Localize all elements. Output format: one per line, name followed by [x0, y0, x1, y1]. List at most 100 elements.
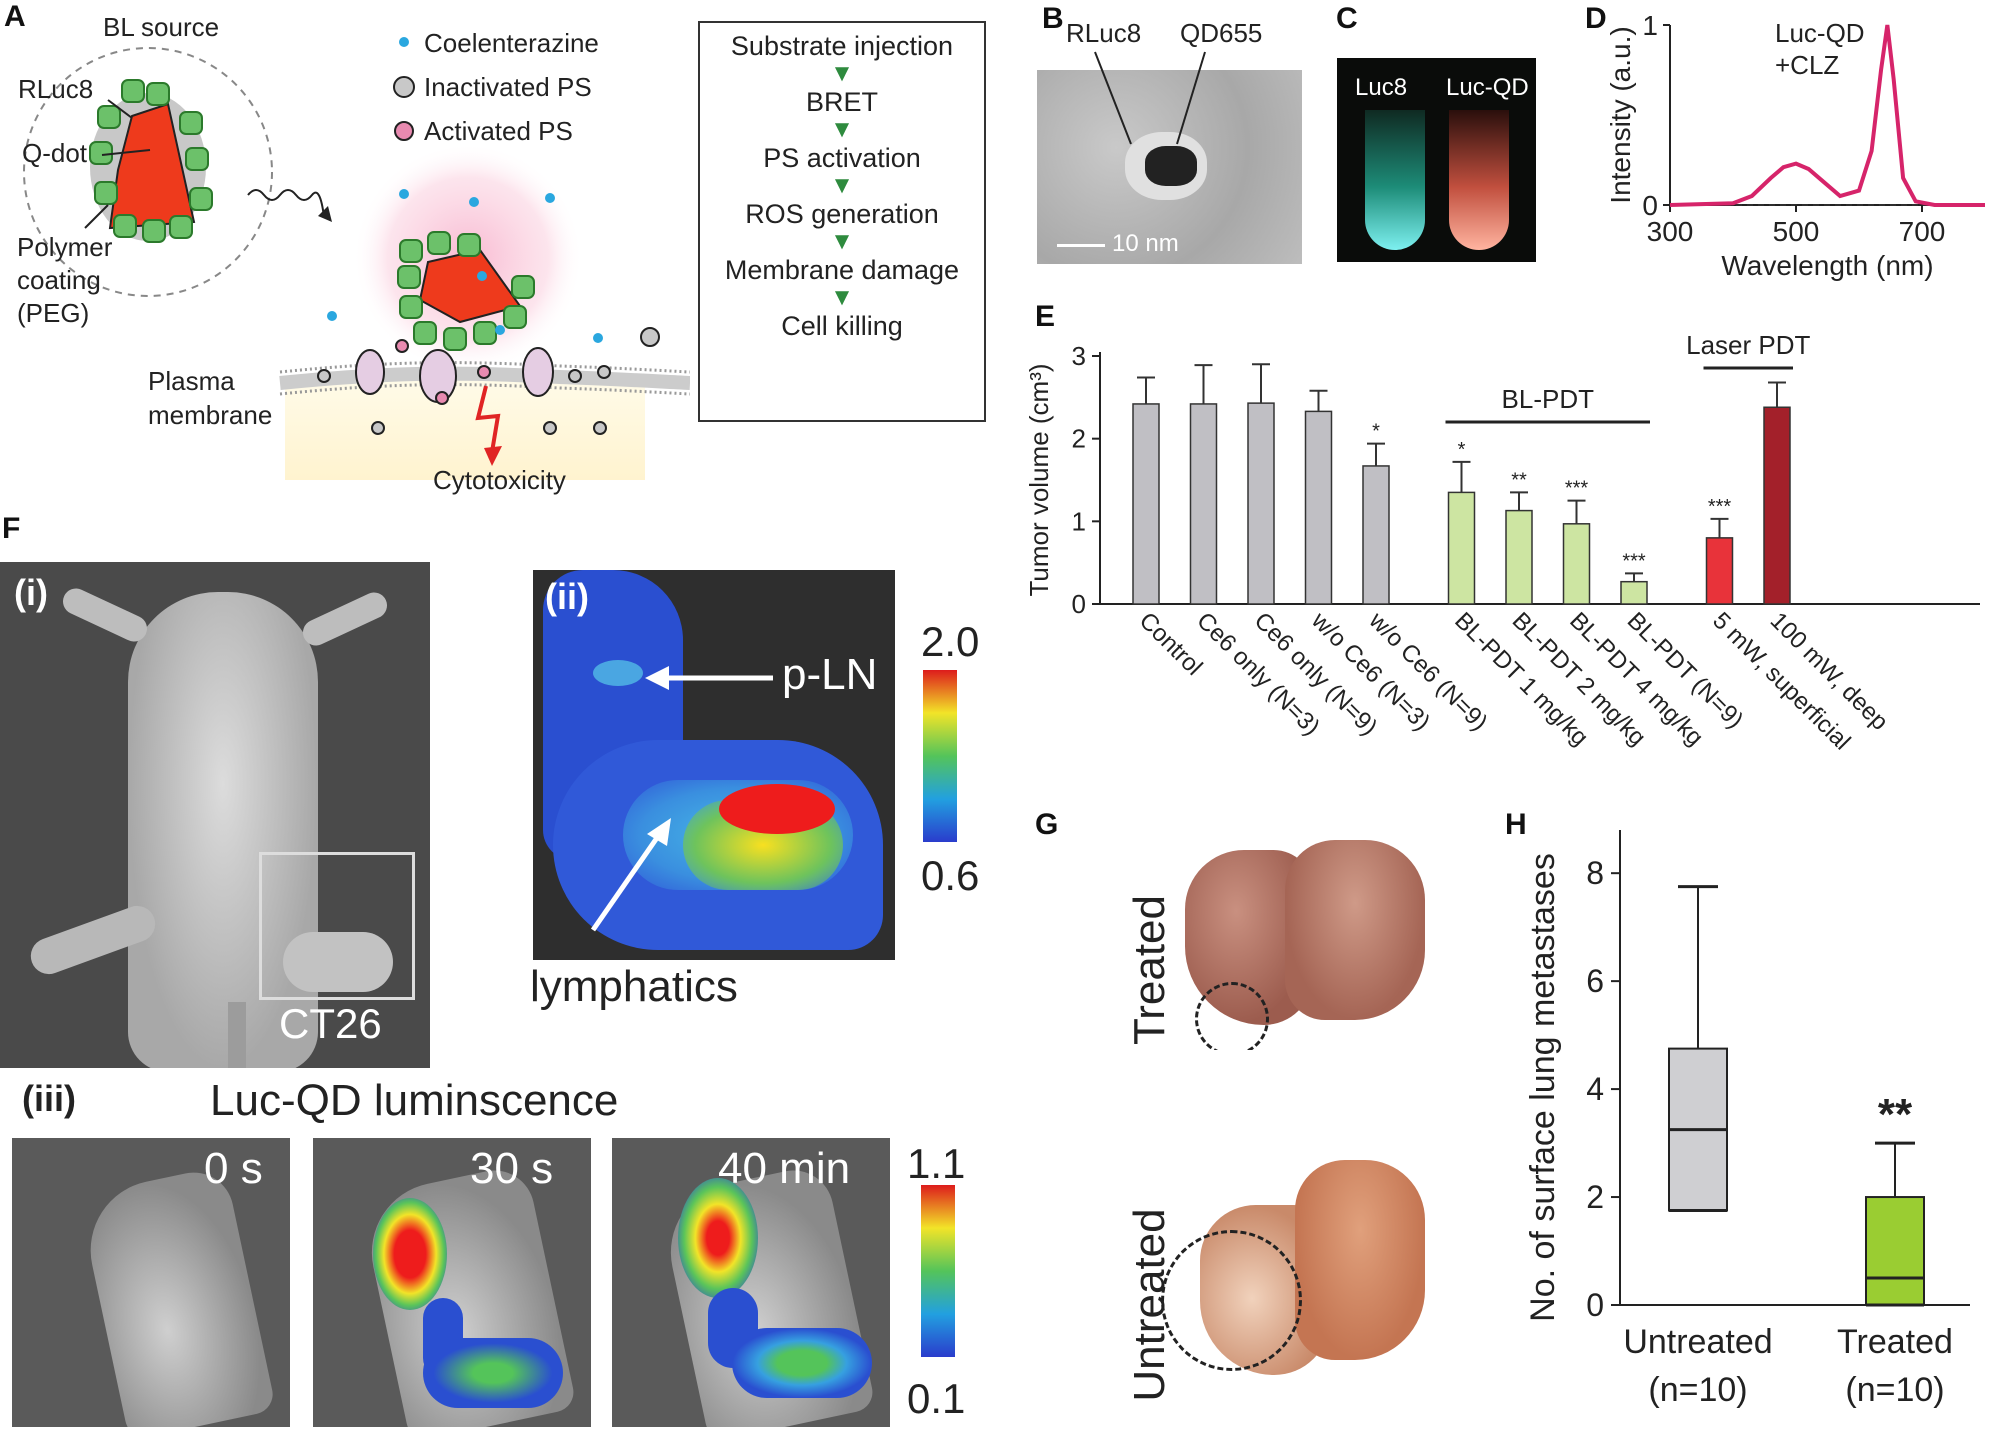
legend-activated-ps: Activated PS [424, 116, 573, 146]
y-tick-label: 3 [1072, 341, 1086, 371]
panel-letter-h: H [1505, 808, 1527, 841]
y-tick-label: 0 [1586, 1287, 1604, 1323]
category-label: Control [1134, 607, 1208, 681]
y-tick-label: 1 [1642, 10, 1658, 41]
panel-letter-b: B [1042, 2, 1064, 35]
y-axis-label: No. of surface lung metastases [1524, 853, 1562, 1322]
flow-step-2: BRET [805, 87, 878, 117]
qd-core [1145, 146, 1197, 186]
bar [1362, 465, 1390, 605]
y-tick-label: 0 [1642, 190, 1658, 221]
spectrum-series-line [1669, 24, 1985, 207]
y-axis-label: Intensity (a.u.) [1605, 26, 1636, 203]
group-label: Laser PDT [1686, 330, 1810, 360]
flow-step-6: Cell killing [781, 311, 903, 341]
lung-treated-photo [1165, 830, 1435, 1050]
y-axis-label: Tumor volume (cm³) [1024, 363, 1054, 596]
rluc8-cluster [89, 79, 213, 243]
x-tick-label: 700 [1899, 216, 1946, 247]
bar [1505, 509, 1533, 605]
lung-untreated-photo [1155, 1150, 1440, 1400]
mouse-photo [0, 562, 430, 1068]
wavy-arrow [247, 189, 325, 218]
significance-label: * [1458, 439, 1466, 461]
spectrum-chart: 300 500 700 0 1 Wavelength (nm) Intensity (a.u… [1605, 10, 1985, 281]
significance-label: ** [1878, 1090, 1913, 1139]
colorbar-ii [923, 670, 957, 842]
bar [1247, 402, 1275, 605]
flow-arrow-icon: ▼ [830, 284, 854, 311]
significance-label: * [1372, 421, 1380, 443]
q-dot-label: Q-dot [22, 138, 88, 168]
colorbar-iii [921, 1185, 955, 1357]
bl-source-circle [23, 47, 273, 297]
panel-a-schematic [23, 37, 690, 480]
time-frame-40min [612, 1138, 890, 1427]
group-label: BL-PDT [1502, 384, 1595, 414]
bar [1705, 537, 1734, 605]
ct26-box [259, 852, 415, 1000]
rluc8-label: RLuc8 [18, 74, 94, 104]
time-30s-label: 30 s [470, 1144, 554, 1193]
time-frame-0s [12, 1138, 290, 1427]
lung-treated-circle [1195, 982, 1269, 1050]
significance-label: *** [1622, 550, 1646, 572]
panel-letter-c: C [1336, 2, 1358, 35]
colorbar-ii-max: 2.0 [921, 618, 980, 665]
tem-image [1037, 70, 1302, 264]
y-tick-label: 1 [1072, 506, 1086, 536]
category-sublabel: (n=10) [1845, 1371, 1944, 1409]
y-tick-label: 0 [1072, 589, 1086, 619]
y-tick-label: 4 [1586, 1071, 1604, 1107]
significance-label: *** [1565, 478, 1589, 500]
p-ln-label: p-LN [782, 650, 878, 699]
tube-photo [1337, 58, 1536, 262]
tem-scale-label: 10 nm [1112, 230, 1179, 257]
panel-letter-f: F [2, 512, 21, 545]
x-tick-label: 500 [1773, 216, 1820, 247]
y-tick-label: 8 [1586, 855, 1604, 891]
tem-pointers [1094, 51, 1206, 145]
bar [1620, 580, 1648, 605]
flow-arrow-icon: ▼ [830, 116, 854, 143]
flow-arrow-icon: ▼ [830, 60, 854, 87]
panel-f-i-label: (i) [14, 572, 48, 613]
lymph-image [533, 570, 895, 960]
colorbar-iii-max: 1.1 [907, 1140, 966, 1187]
polymer-label-2: coating [17, 265, 101, 295]
panel-letter-e: E [1035, 300, 1056, 333]
significance-label: ** [1511, 469, 1527, 491]
y-tick-label: 6 [1586, 963, 1604, 999]
bar [1189, 403, 1218, 605]
y-tick-label: 2 [1072, 424, 1086, 454]
lymphatics-label: lymphatics [530, 962, 738, 1011]
bar [1304, 410, 1333, 605]
polymer-label-3: (PEG) [17, 298, 90, 328]
category-label: Untreated [1623, 1323, 1772, 1361]
category-label: Treated [1837, 1323, 1953, 1361]
panel-letter-g: G [1035, 808, 1059, 841]
bar [1763, 406, 1791, 605]
flow-step-4: ROS generation [745, 199, 939, 229]
spectrum-legend-1: Luc-QD [1775, 18, 1865, 48]
lymph-hotspot [719, 784, 835, 834]
panel-letter-a: A [4, 0, 26, 33]
legend-inactivated-ps: Inactivated PS [424, 72, 592, 102]
flow-arrow-icon: ▼ [830, 228, 854, 255]
ct26-label: CT26 [279, 1000, 382, 1047]
legend-coelenterazine: Coelenterazine [424, 28, 599, 58]
category-sublabel: (n=10) [1648, 1371, 1747, 1409]
y-tick-label: 2 [1586, 1179, 1604, 1215]
metastases-box-chart: 0 2 4 6 8 No. of surface lung metastases Untre… [1524, 830, 1970, 1409]
colorbar-iii-min: 0.1 [907, 1375, 966, 1422]
lymph-arrows [590, 666, 773, 932]
panel-f-iii-title: Luc-QD luminscence [210, 1076, 619, 1125]
lung-untreated-circle [1161, 1230, 1302, 1371]
tube-luc8-label: Luc8 [1355, 74, 1408, 101]
significance-label: *** [1708, 496, 1732, 518]
flow-step-1: Substrate injection [730, 31, 954, 61]
tem-qd-label: QD655 [1180, 18, 1263, 48]
time-40min-label: 40 min [718, 1144, 851, 1193]
cytotoxicity-label: Cytotoxicity [433, 465, 566, 495]
flow-arrow-icon: ▼ [830, 172, 854, 199]
